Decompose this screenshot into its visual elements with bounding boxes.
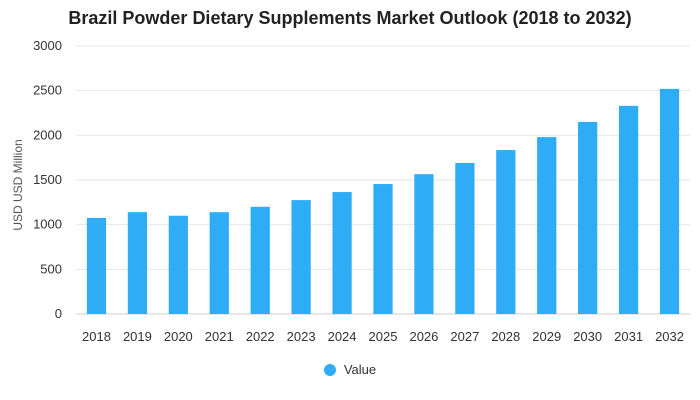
y-tick-label: 2000 — [33, 127, 62, 142]
legend[interactable]: Value — [0, 362, 700, 377]
y-tick-label: 3000 — [33, 38, 62, 53]
x-tick-label: 2027 — [450, 329, 479, 344]
x-tick-label: 2026 — [409, 329, 438, 344]
x-tick-label: 2020 — [164, 329, 193, 344]
bar-2018[interactable] — [86, 217, 107, 314]
bars — [86, 88, 680, 314]
bar-2031[interactable] — [618, 105, 639, 314]
bar-2028[interactable] — [496, 150, 516, 314]
bar-2020[interactable] — [168, 215, 188, 314]
x-tick-labels: 2018 2019 2020 2021 2022 2023 2024 2025 2026 2027… — [82, 329, 684, 344]
x-tick-label: 2023 — [287, 329, 316, 344]
bar-2029[interactable] — [537, 137, 557, 314]
legend-label-value: Value — [343, 362, 377, 377]
bar-2024[interactable] — [332, 192, 352, 314]
y-tick-label: 500 — [40, 261, 62, 276]
bar-2027[interactable] — [455, 163, 475, 314]
bar-2023[interactable] — [291, 200, 311, 314]
y-tick-label: 0 — [55, 306, 62, 321]
chart-title: Brazil Powder Dietary Supplements Market… — [68, 8, 632, 28]
bar-2019[interactable] — [127, 212, 148, 314]
y-tick-label: 2500 — [33, 83, 62, 98]
bar-2026[interactable] — [414, 174, 434, 314]
y-tick-label: 1000 — [33, 217, 62, 232]
bar-2022[interactable] — [250, 206, 270, 314]
x-tick-label: 2030 — [573, 329, 602, 344]
x-tick-label: 2029 — [532, 329, 561, 344]
x-tick-label: 2025 — [369, 329, 398, 344]
y-tick-labels: 0 500 1000 1500 2000 2500 3000 — [33, 38, 62, 321]
legend-swatch-value — [323, 363, 336, 376]
bar-2032[interactable] — [659, 88, 680, 314]
x-tick-label: 2018 — [82, 329, 111, 344]
x-tick-label: 2032 — [655, 329, 684, 344]
y-tick-label: 1500 — [33, 172, 62, 187]
x-tick-label: 2021 — [205, 329, 234, 344]
x-tick-label: 2024 — [328, 329, 357, 344]
x-tick-label: 2019 — [123, 329, 152, 344]
x-tick-label: 2031 — [614, 329, 643, 344]
bar-2025[interactable] — [373, 184, 393, 314]
x-tick-label: 2022 — [246, 329, 275, 344]
bar-2021[interactable] — [209, 212, 229, 314]
bar-2030[interactable] — [578, 121, 598, 314]
x-tick-label: 2028 — [491, 329, 520, 344]
